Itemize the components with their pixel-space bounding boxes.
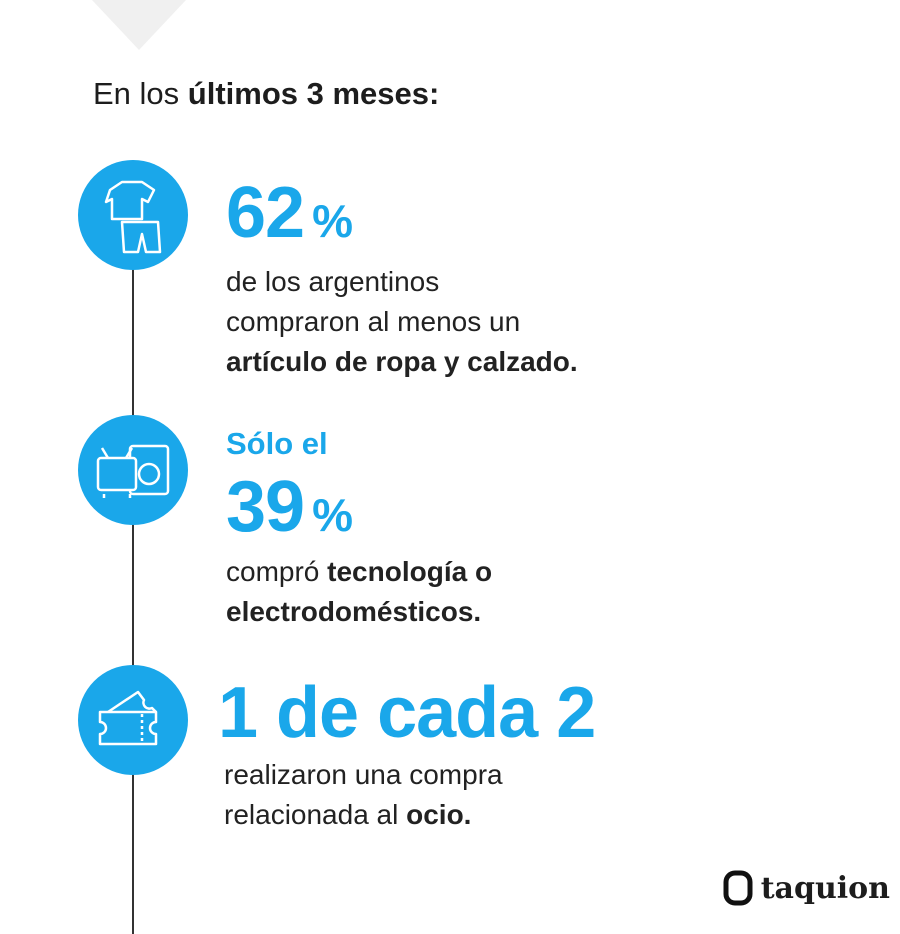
heading: En los últimos 3 meses: xyxy=(93,76,439,112)
logo-mark xyxy=(723,870,753,906)
icon-clothes xyxy=(78,160,188,270)
item-pre: Sólo el xyxy=(226,426,328,461)
text: relacionada al xyxy=(224,799,399,830)
item-line: compró tecnología o xyxy=(226,556,492,588)
item-line: compraron al menos un xyxy=(226,306,520,338)
stat-unit: % xyxy=(312,195,353,247)
item-stat: 62% xyxy=(226,172,353,254)
stat-unit: % xyxy=(312,489,353,541)
stat-value: 1 de cada 2 xyxy=(218,673,596,753)
item-stat: 1 de cada 2 xyxy=(218,672,596,754)
text: realizaron una compra xyxy=(224,759,503,790)
text: de los argentinos xyxy=(226,266,440,297)
bold-text: artículo de ropa y calzado. xyxy=(226,346,578,377)
item-line: de los argentinos xyxy=(226,266,439,298)
icon-appliances xyxy=(78,415,188,525)
heading-bold: últimos 3 meses: xyxy=(187,76,440,111)
logo-text: taquion xyxy=(760,870,890,906)
text: compraron al menos un xyxy=(226,306,521,337)
bold-text: ocio. xyxy=(406,799,472,830)
heading-lead: En los xyxy=(93,76,180,111)
stat-value: 62 xyxy=(226,173,305,253)
icon-ticket xyxy=(78,665,188,775)
logo: taquion xyxy=(723,870,890,906)
top-triangle xyxy=(92,0,186,50)
item-stat: 39% xyxy=(226,466,353,548)
item-line: artículo de ropa y calzado. xyxy=(226,346,578,378)
item-line: realizaron una compra xyxy=(224,759,503,791)
item-line: relacionada al ocio. xyxy=(224,799,471,831)
text: compró xyxy=(226,556,320,587)
bold-text: tecnología o xyxy=(327,556,493,587)
item-line: electrodomésticos. xyxy=(226,596,481,628)
stat-value: 39 xyxy=(226,467,305,547)
bold-text: electrodomésticos. xyxy=(226,596,482,627)
